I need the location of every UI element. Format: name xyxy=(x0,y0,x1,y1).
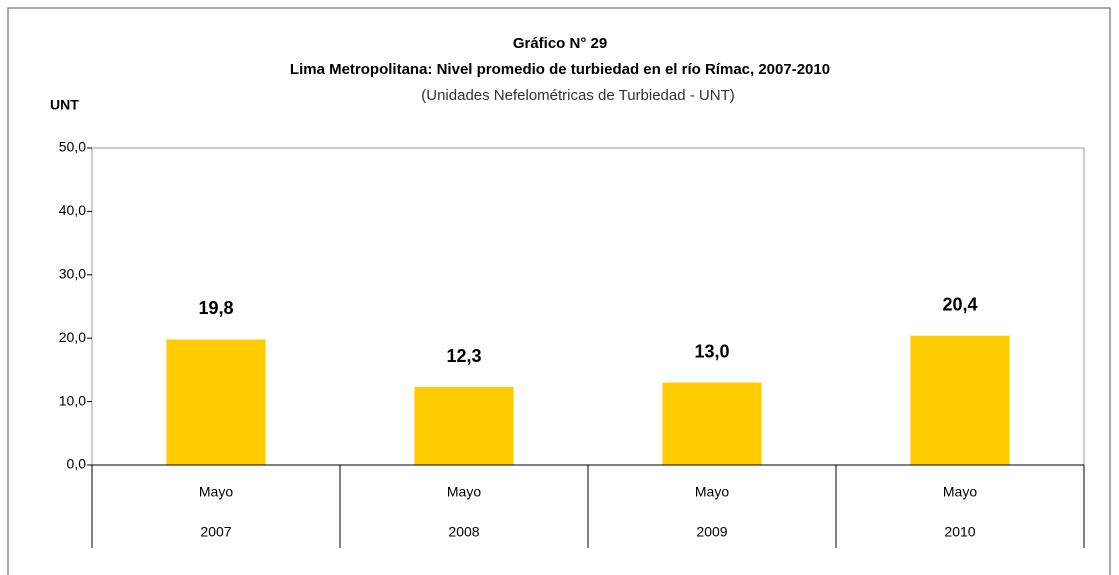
x-tick-label: Mayo xyxy=(695,484,729,500)
y-tick-label: 10,0 xyxy=(59,392,86,408)
data-label: 20,4 xyxy=(942,294,977,314)
x-tick-label: Mayo xyxy=(943,484,977,500)
y-axis-label: UNT xyxy=(50,97,79,113)
x-tick-label: Mayo xyxy=(199,484,233,500)
data-label: 19,8 xyxy=(198,298,233,318)
units-note: (Unidades Nefelométricas de Turbiedad - … xyxy=(421,87,734,104)
bar xyxy=(910,335,1010,465)
y-tick-label: 50,0 xyxy=(59,139,86,155)
chart-title: Gráfico N° 29 xyxy=(513,35,607,52)
x-tick-label: 2010 xyxy=(944,524,975,540)
y-tick-label: 0,0 xyxy=(67,456,87,472)
data-label: 12,3 xyxy=(446,346,481,366)
bar xyxy=(414,387,514,465)
chart-subtitle: Lima Metropolitana: Nivel promedio de tu… xyxy=(290,61,830,78)
x-tick-label: 2008 xyxy=(448,524,479,540)
x-tick-label: 2007 xyxy=(200,524,231,540)
frame xyxy=(7,7,1111,575)
x-tick-label: 2009 xyxy=(696,524,727,540)
bar xyxy=(166,339,266,465)
y-tick-label: 20,0 xyxy=(59,329,86,345)
bar xyxy=(662,382,762,465)
x-tick-label: Mayo xyxy=(447,484,481,500)
data-label: 13,0 xyxy=(694,341,729,361)
y-tick-label: 30,0 xyxy=(59,266,86,282)
y-tick-label: 40,0 xyxy=(59,202,86,218)
